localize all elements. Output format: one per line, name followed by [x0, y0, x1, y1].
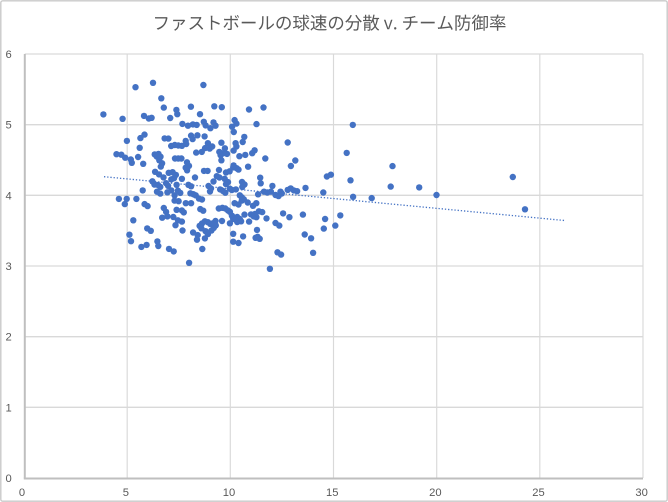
svg-text:2: 2	[5, 332, 11, 344]
svg-text:5: 5	[123, 487, 129, 499]
svg-text:4: 4	[5, 190, 11, 202]
svg-text:3: 3	[5, 261, 11, 273]
svg-text:0: 0	[5, 473, 11, 485]
svg-text:5: 5	[5, 120, 11, 132]
svg-text:20: 20	[429, 487, 441, 499]
svg-text:1: 1	[5, 402, 11, 414]
svg-text:0: 0	[19, 487, 25, 499]
svg-text:30: 30	[635, 487, 647, 499]
svg-text:15: 15	[326, 487, 338, 499]
svg-text:10: 10	[223, 487, 235, 499]
svg-text:6: 6	[5, 49, 11, 61]
svg-text:25: 25	[532, 487, 544, 499]
